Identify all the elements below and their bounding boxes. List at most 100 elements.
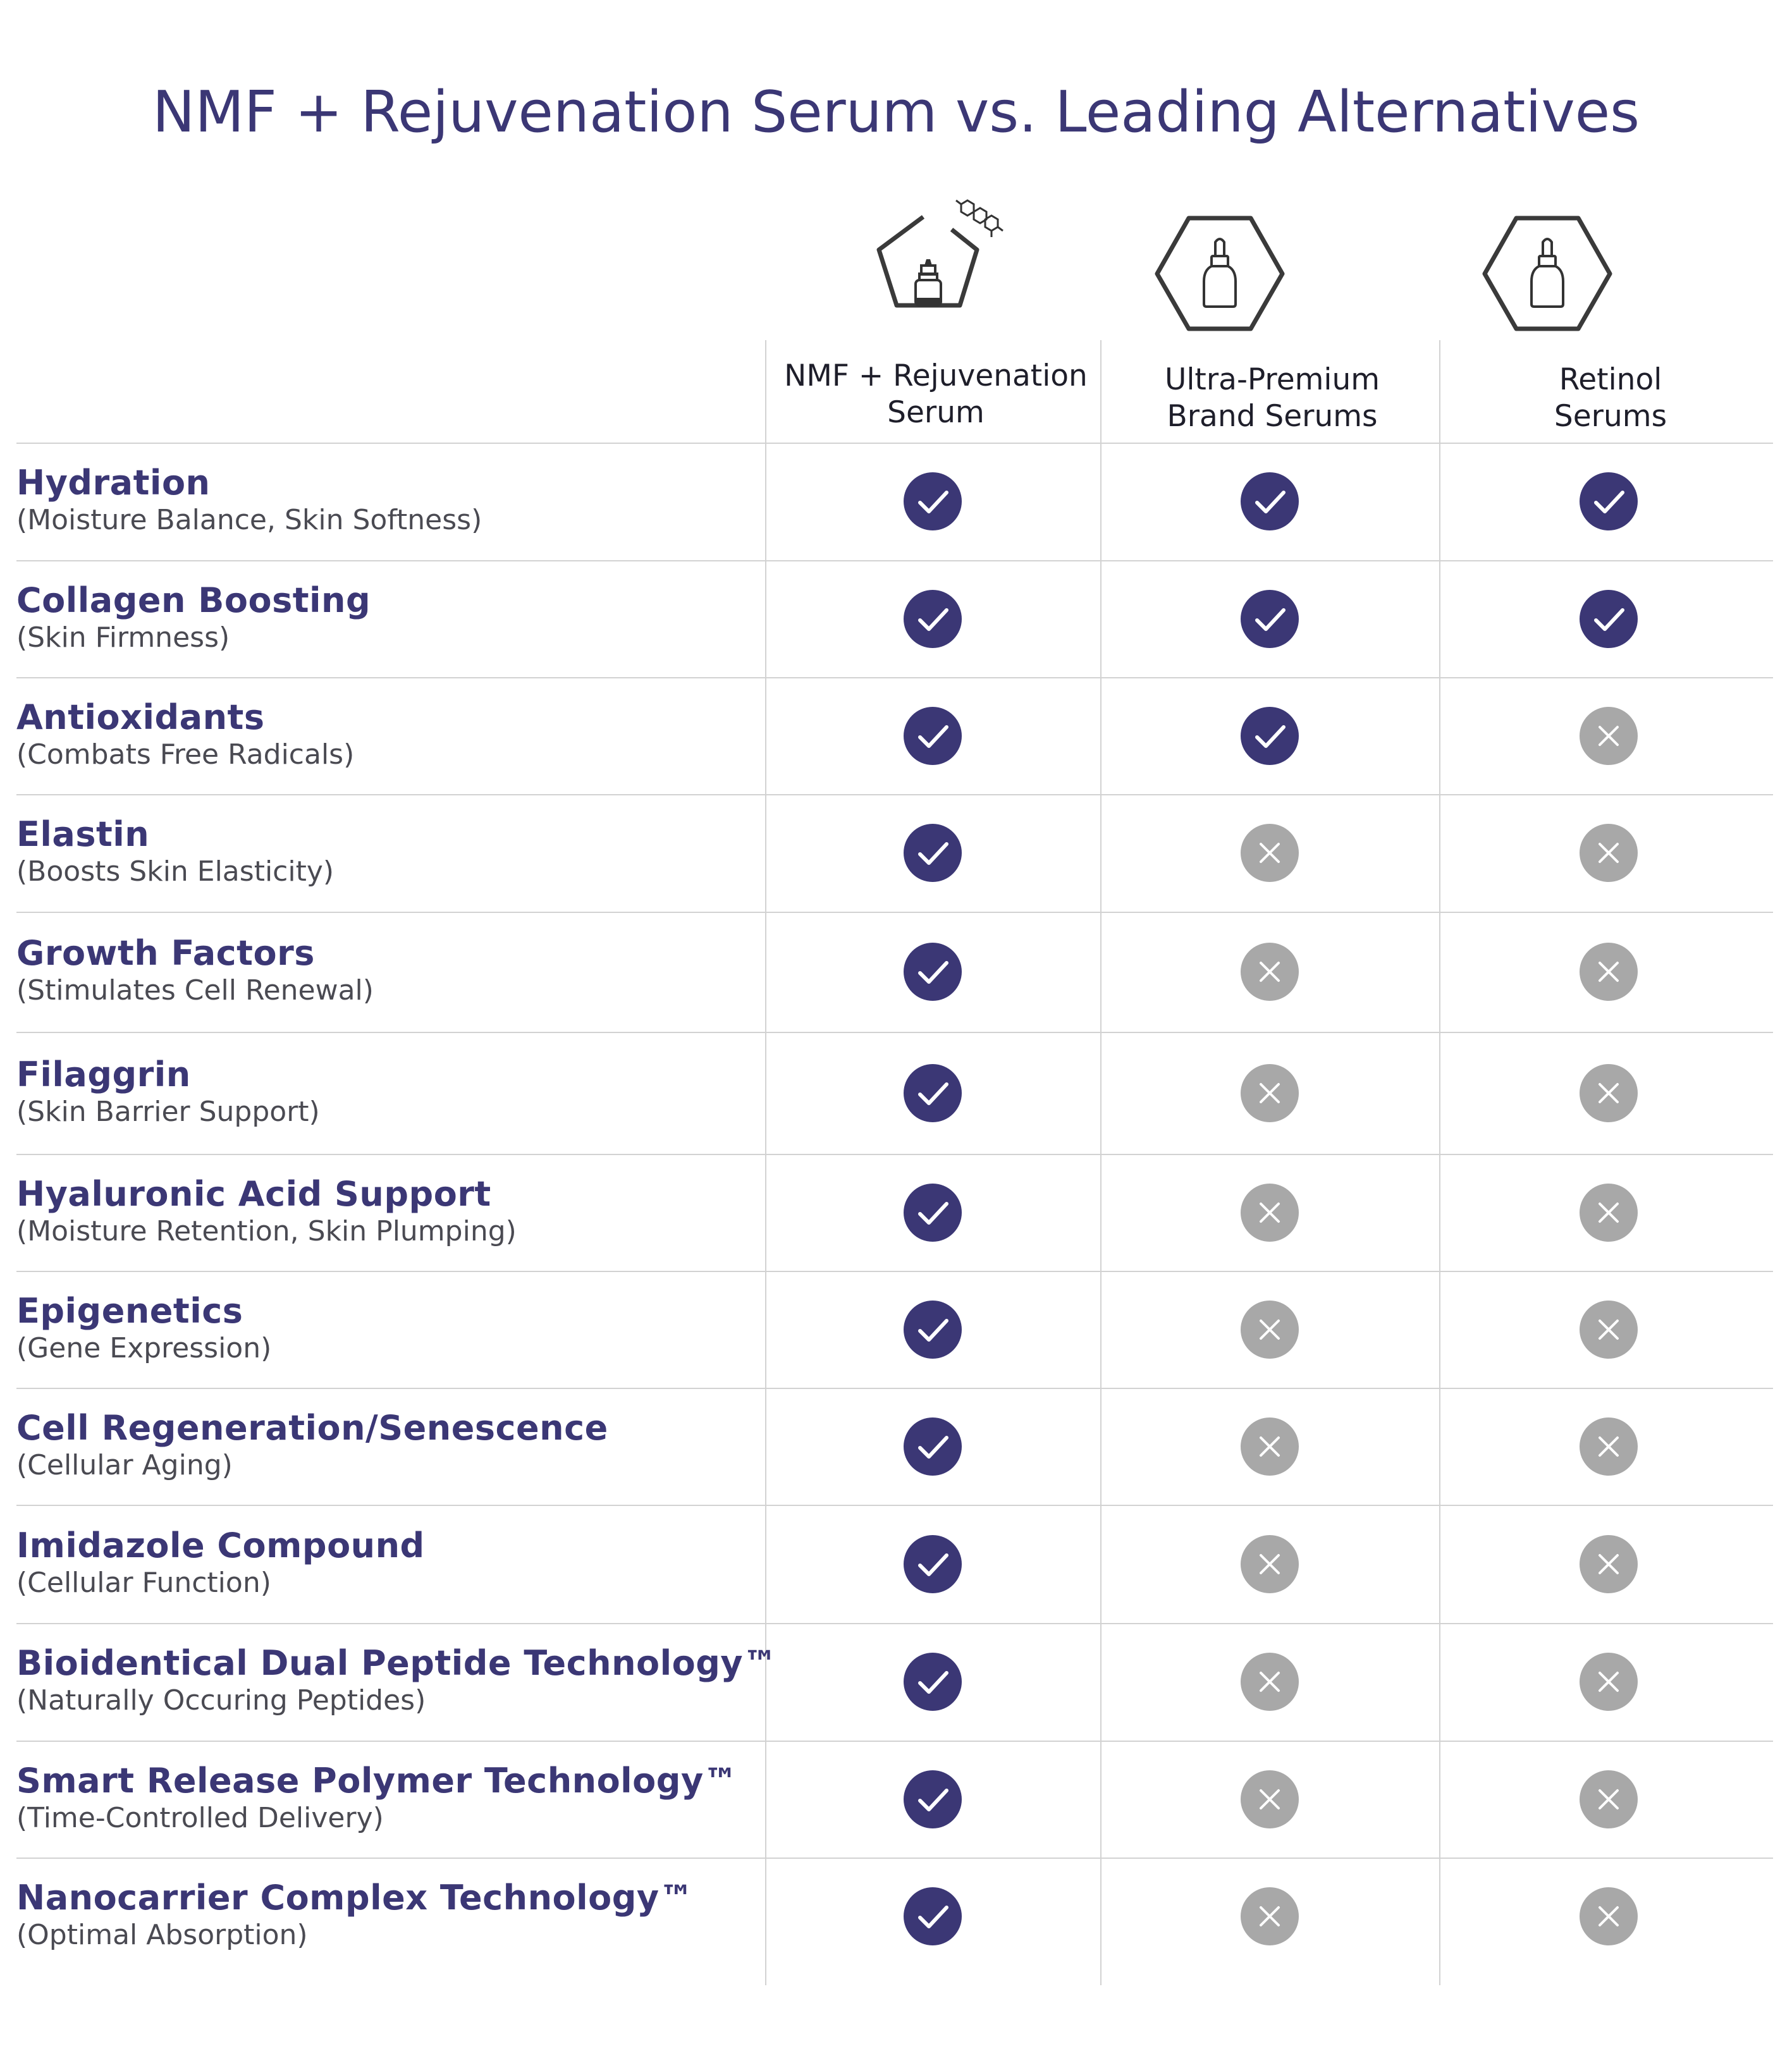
row-divider	[16, 912, 1773, 913]
row-divider	[16, 1271, 1773, 1272]
feature-description: (Gene Expression)	[16, 1331, 272, 1364]
feature-label: Hydration (Moisture Balance, Skin Softnes…	[16, 463, 482, 538]
table-row: Smart Release Polymer Technology™ (Time-C…	[0, 1741, 1792, 1858]
table-row: Imidazole Compound (Cellular Function)	[0, 1505, 1792, 1623]
x-icon	[1580, 943, 1638, 1001]
check-icon	[904, 1417, 962, 1476]
feature-label: Imidazole Compound (Cellular Function)	[16, 1526, 425, 1601]
column-header-ultra-premium: Ultra-Premium Brand Serums	[1108, 362, 1437, 435]
column-divider	[1439, 340, 1440, 1985]
row-divider	[16, 677, 1773, 678]
check-icon	[904, 1300, 962, 1359]
x-icon	[1241, 1417, 1299, 1476]
row-divider	[16, 1858, 1773, 1859]
x-icon	[1580, 706, 1638, 765]
x-icon	[1241, 1770, 1299, 1828]
table-row: Hyaluronic Acid Support (Moisture Retenti…	[0, 1154, 1792, 1271]
feature-label: Hyaluronic Acid Support (Moisture Retenti…	[16, 1173, 517, 1249]
column-header-retinol: Retinol Serums	[1446, 362, 1775, 435]
column-header-line2: Brand Serums	[1167, 399, 1378, 434]
x-icon	[1241, 1063, 1299, 1122]
check-icon	[904, 1770, 962, 1828]
x-icon	[1580, 1300, 1638, 1359]
x-icon	[1241, 1183, 1299, 1242]
check-icon	[904, 824, 962, 882]
table-row: Cell Regeneration/Senescence (Cellular Ag…	[0, 1388, 1792, 1505]
feature-description: (Cellular Aging)	[16, 1448, 233, 1481]
x-icon	[1241, 1534, 1299, 1593]
table-row: Growth Factors (Stimulates Cell Renewal)	[0, 912, 1792, 1032]
check-icon	[904, 1063, 962, 1122]
check-icon	[904, 1653, 962, 1711]
x-icon	[1580, 1887, 1638, 1945]
column-divider	[765, 340, 766, 1985]
feature-label: Nanocarrier Complex Technology™ (Optimal …	[16, 1878, 694, 1953]
column-header-line1: Retinol	[1559, 362, 1662, 397]
dropper-bottle-hexagon-icon	[1133, 193, 1310, 351]
feature-description: (Boosts Skin Elasticity)	[16, 855, 334, 888]
check-icon	[904, 589, 962, 648]
feature-label: Cell Regeneration/Senescence (Cellular Ag…	[16, 1407, 608, 1483]
feature-description: (Combats Free Radicals)	[16, 738, 355, 771]
column-header-line1: NMF + Rejuvenation	[784, 358, 1088, 393]
x-icon	[1241, 943, 1299, 1001]
check-icon	[904, 472, 962, 530]
table-row: Nanocarrier Complex Technology™ (Optimal …	[0, 1858, 1792, 1975]
column-header-line2: Serums	[1554, 399, 1667, 434]
table-row: Filaggrin (Skin Barrier Support)	[0, 1032, 1792, 1154]
row-divider	[16, 794, 1773, 795]
row-divider	[16, 1505, 1773, 1506]
feature-label: Antioxidants (Combats Free Radicals)	[16, 697, 355, 773]
row-divider	[16, 1154, 1773, 1155]
row-divider	[16, 560, 1773, 561]
feature-label: Growth Factors (Stimulates Cell Renewal)	[16, 934, 374, 1008]
check-icon	[1580, 589, 1638, 648]
x-icon	[1580, 1534, 1638, 1593]
feature-name: Antioxidants	[16, 697, 265, 737]
dropper-bottle-hexagon-icon	[1461, 193, 1638, 351]
serum-bottle-pentagon-molecule-icon	[847, 193, 1024, 351]
row-divider	[16, 1388, 1773, 1389]
column-divider	[1100, 340, 1102, 1985]
x-icon	[1580, 1417, 1638, 1476]
feature-name: Cell Regeneration/Senescence	[16, 1407, 608, 1448]
x-icon	[1580, 1770, 1638, 1828]
feature-description: (Naturally Occuring Peptides)	[16, 1684, 426, 1717]
feature-description: (Skin Firmness)	[16, 621, 230, 654]
feature-name: Epigenetics	[16, 1290, 243, 1331]
check-icon	[1241, 589, 1299, 648]
feature-description: (Stimulates Cell Renewal)	[16, 974, 374, 1007]
check-icon	[904, 1887, 962, 1945]
feature-description: (Cellular Function)	[16, 1566, 271, 1599]
check-icon	[1580, 472, 1638, 530]
feature-description: (Skin Barrier Support)	[16, 1095, 320, 1128]
table-row: Elastin (Boosts Skin Elasticity)	[0, 794, 1792, 912]
feature-name: Hydration	[16, 463, 211, 503]
table-row: Antioxidants (Combats Free Radicals)	[0, 677, 1792, 794]
column-header-line1: Ultra-Premium	[1164, 362, 1380, 397]
feature-name: Imidazole Compound	[16, 1525, 425, 1565]
x-icon	[1241, 824, 1299, 882]
check-icon	[904, 1183, 962, 1242]
x-icon	[1580, 824, 1638, 882]
feature-name: Elastin	[16, 814, 150, 854]
x-icon	[1241, 1300, 1299, 1359]
feature-description: (Moisture Balance, Skin Softness)	[16, 504, 482, 536]
row-divider	[16, 1032, 1773, 1033]
feature-description: (Moisture Retention, Skin Plumping)	[16, 1215, 517, 1247]
row-divider	[16, 443, 1773, 444]
feature-label: Epigenetics (Gene Expression)	[16, 1290, 272, 1366]
feature-name: Hyaluronic Acid Support	[16, 1173, 491, 1214]
feature-name: Growth Factors	[16, 933, 315, 973]
feature-label: Filaggrin (Skin Barrier Support)	[16, 1055, 320, 1130]
feature-name: Smart Release Polymer Technology™	[16, 1760, 739, 1801]
feature-name: Nanocarrier Complex Technology™	[16, 1878, 694, 1918]
row-divider	[16, 1741, 1773, 1742]
feature-description: (Optimal Absorption)	[16, 1919, 308, 1951]
column-header-nmf-serum: NMF + Rejuvenation Serum	[771, 358, 1100, 431]
check-icon	[904, 706, 962, 765]
x-icon	[1580, 1183, 1638, 1242]
x-icon	[1241, 1653, 1299, 1711]
feature-name: Collagen Boosting	[16, 580, 371, 620]
x-icon	[1580, 1063, 1638, 1122]
